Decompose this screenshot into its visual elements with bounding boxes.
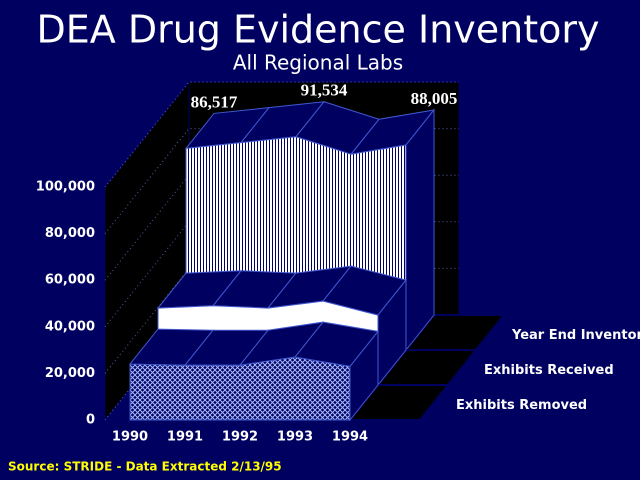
y-tick-label: 100,000 <box>36 180 95 195</box>
area-side <box>405 108 435 352</box>
data-label: 86,517 <box>191 92 238 111</box>
grid-line <box>104 81 459 188</box>
grid-line <box>104 128 459 234</box>
y-tick-label: 0 <box>86 413 95 428</box>
grid-line <box>104 174 459 281</box>
y-tick-label: 20,000 <box>45 366 95 381</box>
x-tick-label: 1994 <box>332 430 368 445</box>
area <box>129 356 351 421</box>
grid-line <box>104 267 459 374</box>
chart-title: DEA Drug Evidence Inventory <box>36 8 599 52</box>
grid-line <box>104 221 459 328</box>
x-tick-label: 1990 <box>112 430 148 445</box>
y-tick-label: 40,000 <box>45 319 95 334</box>
x-tick-label: 1991 <box>167 430 203 445</box>
legend-label: Exhibits Removed <box>456 398 587 413</box>
legend-label: Exhibits Received <box>484 363 614 378</box>
chart-subtitle: All Regional Labs <box>233 51 403 75</box>
x-tick-label: 1993 <box>277 430 313 445</box>
y-tick-label: 60,000 <box>45 273 95 288</box>
source-note: Source: STRIDE - Data Extracted 2/13/95 <box>8 460 282 474</box>
legend-label: Year End Inventory <box>511 328 640 343</box>
data-label: 88,005 <box>411 89 458 108</box>
data-label: 91,534 <box>301 81 348 100</box>
y-tick-label: 80,000 <box>45 226 95 241</box>
x-tick-label: 1992 <box>222 430 258 445</box>
